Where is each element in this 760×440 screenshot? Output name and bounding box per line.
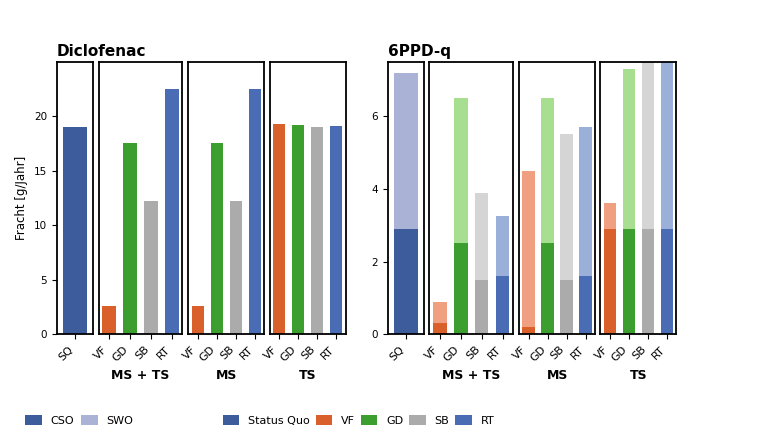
Bar bbox=[454, 243, 467, 334]
Bar bbox=[560, 134, 573, 280]
Bar bbox=[541, 98, 554, 243]
Bar bbox=[273, 124, 286, 334]
Bar bbox=[394, 73, 418, 229]
Bar bbox=[475, 280, 489, 334]
X-axis label: MS + TS: MS + TS bbox=[112, 369, 169, 382]
Bar bbox=[103, 306, 116, 334]
Bar bbox=[641, 229, 654, 334]
Bar bbox=[641, 54, 654, 229]
X-axis label: MS: MS bbox=[546, 369, 568, 382]
Bar bbox=[579, 276, 592, 334]
Bar bbox=[579, 127, 592, 276]
Bar bbox=[433, 302, 447, 323]
Bar bbox=[541, 243, 554, 334]
Bar bbox=[165, 89, 179, 334]
Bar bbox=[63, 127, 87, 334]
Bar bbox=[496, 216, 509, 276]
X-axis label: TS: TS bbox=[299, 369, 317, 382]
Legend: CSO, SWO: CSO, SWO bbox=[21, 411, 138, 430]
Bar bbox=[603, 203, 616, 229]
X-axis label: MS + TS: MS + TS bbox=[442, 369, 500, 382]
Bar bbox=[394, 229, 418, 334]
Bar bbox=[249, 89, 261, 334]
Legend: Status Quo, VF, GD, SB, RT: Status Quo, VF, GD, SB, RT bbox=[218, 411, 499, 430]
Y-axis label: Fracht [g/Jahr]: Fracht [g/Jahr] bbox=[15, 156, 28, 240]
Bar bbox=[230, 201, 242, 334]
Bar bbox=[622, 229, 635, 334]
Bar bbox=[603, 229, 616, 334]
Bar bbox=[522, 327, 535, 334]
Bar bbox=[292, 125, 305, 334]
Bar bbox=[560, 280, 573, 334]
Bar bbox=[660, 229, 673, 334]
Bar bbox=[454, 98, 467, 243]
Bar bbox=[433, 323, 447, 334]
Bar bbox=[496, 276, 509, 334]
X-axis label: TS: TS bbox=[629, 369, 648, 382]
Bar bbox=[522, 171, 535, 327]
Bar bbox=[123, 143, 137, 334]
Bar bbox=[211, 143, 223, 334]
Bar bbox=[192, 306, 204, 334]
Bar bbox=[311, 127, 324, 334]
X-axis label: MS: MS bbox=[216, 369, 237, 382]
Bar bbox=[622, 69, 635, 229]
Text: 6PPD-q: 6PPD-q bbox=[388, 44, 451, 59]
Bar bbox=[330, 126, 343, 334]
Bar bbox=[475, 193, 489, 280]
Bar bbox=[144, 201, 158, 334]
Bar bbox=[660, 0, 673, 229]
Text: Diclofenac: Diclofenac bbox=[57, 44, 147, 59]
